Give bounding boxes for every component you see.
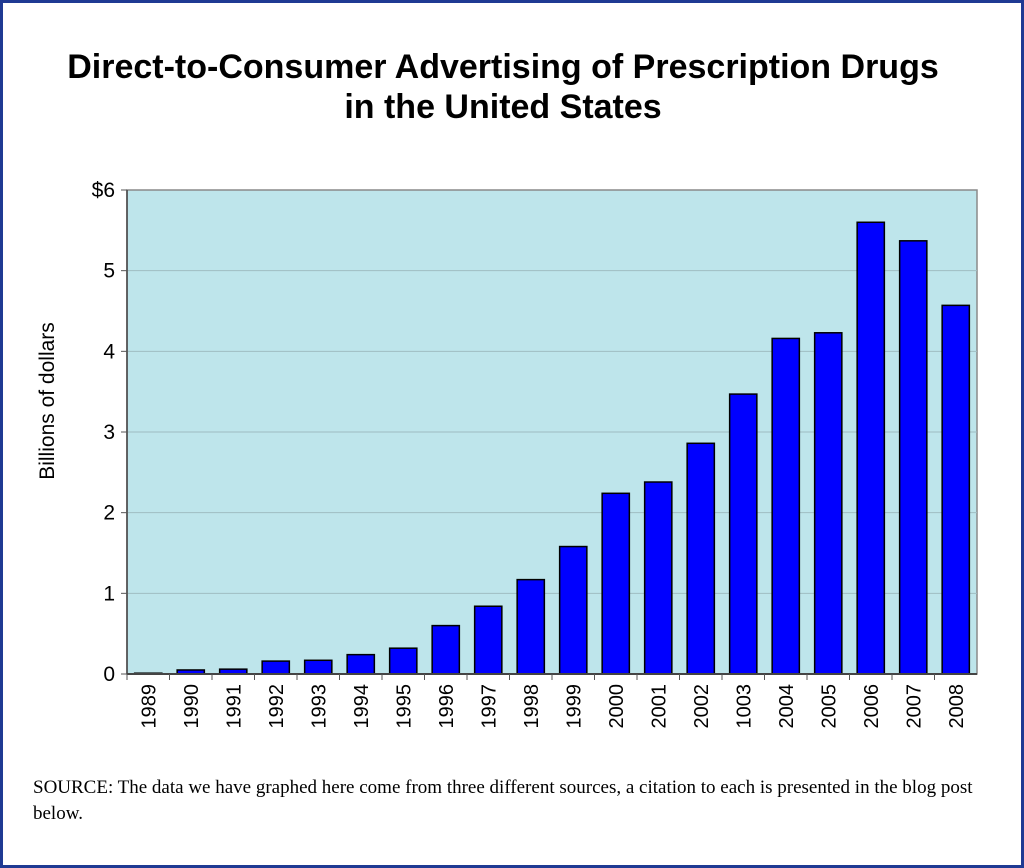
x-tick-label: 2004	[776, 684, 798, 729]
x-tick-label: 2006	[861, 684, 883, 729]
x-tick-label: 2005	[818, 684, 840, 729]
x-tick-label: 1003	[733, 684, 755, 729]
y-axis-label: Billions of dollars	[36, 322, 59, 480]
x-tick-label: 2007	[903, 684, 925, 729]
x-tick-label: 2008	[946, 684, 968, 729]
y-tick-label: 0	[103, 663, 115, 686]
x-tick-label: 1996	[436, 684, 458, 729]
bar-1999	[558, 545, 588, 675]
bar-2004	[771, 337, 801, 675]
x-tick-label: 1995	[393, 684, 415, 729]
x-tick-label: 1992	[266, 684, 288, 729]
bar-1003	[728, 393, 758, 675]
y-tick-label: 4	[103, 340, 115, 363]
y-tick-labels: 0 1 2 3 4 5 $6	[92, 179, 127, 686]
chart-title: Direct-to-Consumer Advertising of Prescr…	[3, 47, 1003, 127]
bar-2001	[643, 481, 673, 675]
bar-2005	[813, 332, 843, 675]
chart-title-line-1: Direct-to-Consumer Advertising of Prescr…	[67, 48, 939, 86]
bar-1992	[261, 660, 291, 675]
bar-2002	[686, 442, 716, 675]
bar-1998	[516, 578, 546, 675]
x-tick-label: 1994	[351, 684, 373, 729]
x-tick-label: 1998	[521, 684, 543, 729]
bar-1994	[346, 653, 376, 675]
bar-2006	[856, 221, 886, 675]
x-tick-labels: 1989 1990 1991 1992 1993 1994 1995 1996 1997 1998…	[126, 674, 968, 729]
chart-title-line-2: in the United States	[344, 88, 662, 126]
y-tick-label: 1	[103, 582, 115, 605]
bars	[133, 221, 971, 675]
bar-1995	[388, 647, 418, 675]
bar-2007	[898, 240, 928, 675]
bar-2008	[941, 304, 971, 675]
y-tick-label: 2	[103, 502, 115, 525]
y-tick-label: 5	[103, 260, 115, 283]
x-tick-label: 1997	[478, 684, 500, 729]
x-tick-label: 1990	[181, 684, 203, 729]
x-tick-label: 1999	[563, 684, 585, 729]
bar-1996	[431, 624, 461, 675]
bar-1993	[303, 659, 333, 675]
y-tick-label: $6	[92, 179, 115, 202]
x-tick-label: 1993	[308, 684, 330, 729]
bar-1997	[473, 605, 503, 675]
x-tick-label: 1991	[223, 684, 245, 729]
x-tick-label: 2000	[606, 684, 628, 729]
source-note: SOURCE: The data we have graphed here co…	[33, 777, 973, 824]
bar-chart: 0 1 2 3 4 5 $6 1989 1990 1991 1992 1993 1994 1995 199…	[36, 179, 978, 729]
x-tick-label: 2002	[691, 684, 713, 729]
bar-2000	[601, 492, 631, 675]
y-tick-label: 3	[103, 421, 115, 444]
x-tick-label: 1989	[138, 684, 160, 729]
x-tick-label: 2001	[648, 684, 670, 729]
